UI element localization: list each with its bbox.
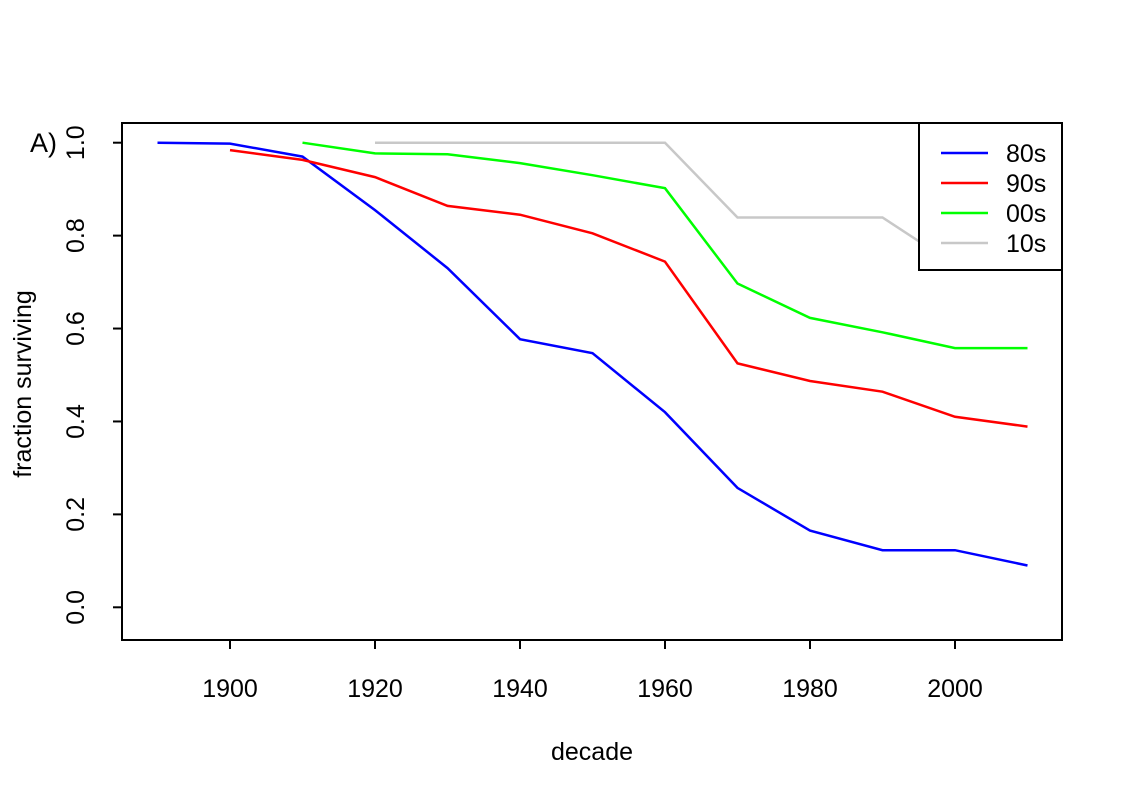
legend-box [918,122,1063,271]
x-tick-label: 1920 [347,675,403,703]
series-line-10s [375,141,956,266]
legend-label-80s: 80s [1006,140,1046,168]
x-tick-label: 1900 [202,675,258,703]
series-lines [157,141,1028,567]
y-tick-label: 0.4 [62,404,90,439]
legend-label-00s: 00s [1006,200,1046,228]
x-tick-label: 2000 [927,675,983,703]
x-tick-label: 1980 [782,675,838,703]
x-axis-title: decade [551,738,633,766]
x-tick-label: 1960 [637,675,693,703]
plot-border [121,122,1063,641]
y-tick-label: 0.6 [62,311,90,346]
y-tick-label: 0.8 [62,218,90,253]
y-axis-title: fraction surviving [9,290,37,478]
y-tick-label: 0.2 [62,497,90,532]
y-axis: 0.0 0.2 0.4 0.6 0.8 1.0 [62,125,122,625]
series-line-00s [302,141,1028,350]
x-tick-label: 1940 [492,675,548,703]
y-tick-label: 0.0 [62,590,90,625]
series-line-90s [229,148,1028,428]
legend-label-10s: 10s [1006,230,1046,258]
x-axis: 1900 1920 1940 1960 1980 2000 [202,640,983,703]
series-line-80s [157,141,1028,567]
y-tick-label: 1.0 [62,125,90,160]
legend-label-90s: 90s [1006,170,1046,198]
panel-label: A) [30,128,57,158]
